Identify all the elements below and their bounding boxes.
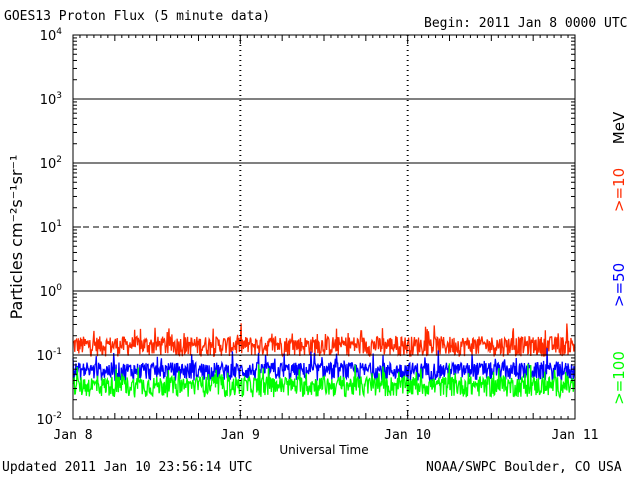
y-tick-label: 101 bbox=[40, 219, 62, 236]
series-line bbox=[72, 323, 576, 358]
legend-entry: >=100 bbox=[610, 351, 628, 405]
begin-time: Begin: 2011 Jan 8 0000 UTC bbox=[424, 16, 628, 31]
updated-timestamp: Updated 2011 Jan 10 23:56:14 UTC bbox=[2, 460, 253, 475]
x-tick-label: Jan 8 bbox=[53, 428, 92, 443]
y-tick-label: 10-2 bbox=[36, 411, 62, 428]
legend-entry: >=50 bbox=[610, 263, 628, 307]
y-axis-label: Particles cm⁻²s⁻¹sr⁻¹ bbox=[7, 155, 26, 320]
y-tick-label: 100 bbox=[40, 283, 63, 300]
x-axis-label: Universal Time bbox=[279, 443, 368, 457]
unit-label: MeV bbox=[610, 111, 628, 144]
series-line bbox=[72, 348, 576, 383]
x-tick-label: Jan 11 bbox=[552, 428, 599, 443]
series-line bbox=[72, 363, 576, 399]
y-tick-label: 10-1 bbox=[36, 347, 62, 364]
y-tick-label: 104 bbox=[40, 27, 63, 44]
x-tick-label: Jan 9 bbox=[221, 428, 260, 443]
legend-entry: >=10 bbox=[610, 168, 628, 212]
y-tick-label: 102 bbox=[40, 155, 62, 172]
credit-label: NOAA/SWPC Boulder, CO USA bbox=[426, 460, 622, 475]
chart-title: GOES13 Proton Flux (5 minute data) bbox=[4, 9, 271, 24]
x-tick-label: Jan 10 bbox=[384, 428, 431, 443]
y-tick-label: 103 bbox=[40, 91, 62, 108]
